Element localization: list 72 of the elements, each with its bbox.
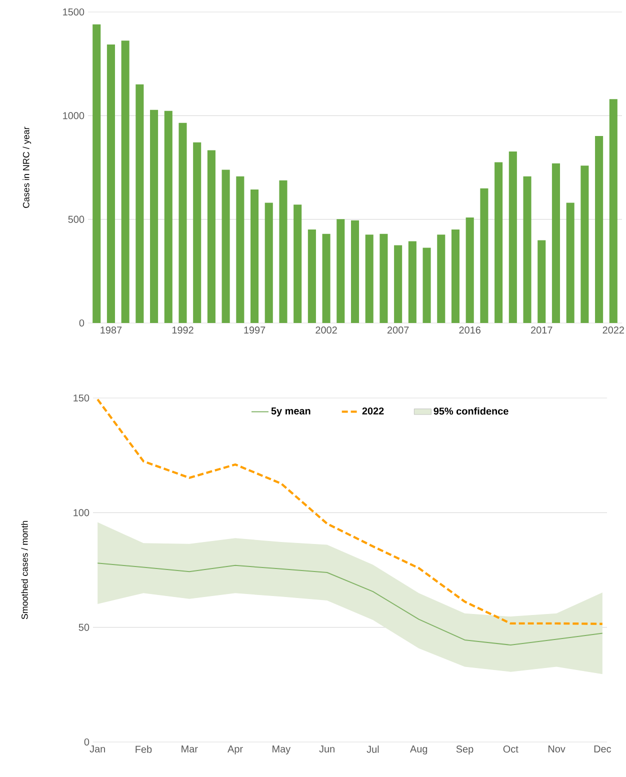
bar bbox=[336, 219, 345, 323]
bar bbox=[106, 44, 115, 323]
x-tick-label: Apr bbox=[228, 746, 243, 754]
bar bbox=[164, 110, 172, 323]
y-tick-label: 1500 bbox=[63, 8, 84, 16]
bar bbox=[207, 150, 216, 323]
x-tick-label: 2016 bbox=[459, 326, 480, 334]
x-tick-label: 2022 bbox=[602, 326, 624, 334]
y-tick-label: 100 bbox=[74, 509, 90, 516]
x-tick-label: Jun bbox=[319, 746, 334, 752]
bar bbox=[466, 217, 474, 323]
x-tick-label: Dec bbox=[594, 746, 612, 752]
bar bbox=[193, 142, 202, 323]
bar bbox=[422, 248, 431, 323]
x-tick-label: 2007 bbox=[387, 326, 409, 334]
bar bbox=[595, 136, 604, 323]
legend-label: 2022 bbox=[362, 407, 384, 415]
bar bbox=[350, 220, 360, 323]
bar bbox=[250, 189, 259, 323]
x-tick-label: Mar bbox=[182, 746, 198, 752]
bar bbox=[609, 99, 618, 323]
bar bbox=[480, 188, 488, 323]
x-tick-label: May bbox=[272, 746, 291, 754]
y-tick-label: 50 bbox=[78, 624, 90, 631]
bar bbox=[538, 240, 546, 323]
x-tick-label: Aug bbox=[410, 746, 428, 754]
legend-label: 95% confidence bbox=[434, 407, 508, 415]
x-tick-label: Jul bbox=[366, 746, 379, 753]
x-tick-label: Oct bbox=[503, 746, 518, 753]
bar bbox=[178, 122, 187, 323]
y-tick-label: 0 bbox=[79, 319, 84, 327]
bar bbox=[394, 245, 402, 323]
bar bbox=[236, 176, 244, 323]
bar bbox=[580, 166, 589, 323]
bar bbox=[508, 152, 517, 323]
bar bbox=[566, 202, 574, 323]
x-tick-label: Nov bbox=[548, 746, 566, 752]
y-tick-label: 150 bbox=[74, 394, 90, 402]
x-tick-label: Sep bbox=[456, 746, 474, 755]
bar bbox=[121, 40, 130, 323]
bar bbox=[322, 234, 330, 323]
bar bbox=[279, 180, 288, 323]
bar bbox=[150, 110, 158, 323]
x-tick-label: Jan bbox=[90, 746, 105, 752]
bar bbox=[437, 234, 446, 323]
bar bbox=[365, 234, 374, 323]
bar bbox=[308, 229, 316, 323]
bar bbox=[222, 170, 230, 323]
bar bbox=[494, 162, 503, 323]
y-axis-title: Cases in NRC / year bbox=[22, 126, 32, 208]
y-axis-title: Smoothed cases / month bbox=[21, 521, 28, 620]
x-tick-label: 1987 bbox=[100, 326, 122, 334]
y-tick-label: 0 bbox=[84, 738, 90, 746]
x-tick-label: Feb bbox=[136, 746, 152, 753]
bar bbox=[294, 204, 302, 323]
bar bbox=[380, 234, 388, 323]
bar bbox=[451, 229, 460, 323]
x-tick-label: 2002 bbox=[316, 326, 337, 334]
x-tick-label: 1997 bbox=[244, 326, 266, 334]
line-series bbox=[96, 398, 604, 625]
bar bbox=[264, 202, 273, 323]
legend-label: 5y mean bbox=[271, 408, 310, 416]
x-tick-label: 2017 bbox=[531, 326, 552, 334]
line-series bbox=[97, 562, 603, 646]
x-tick-label: 1992 bbox=[172, 326, 194, 334]
y-tick-label: 1000 bbox=[63, 112, 84, 120]
bar bbox=[552, 163, 560, 323]
bar bbox=[92, 24, 101, 323]
y-tick-label: 500 bbox=[68, 216, 84, 223]
bar bbox=[408, 241, 416, 323]
bar bbox=[136, 84, 144, 323]
bar bbox=[523, 176, 532, 323]
